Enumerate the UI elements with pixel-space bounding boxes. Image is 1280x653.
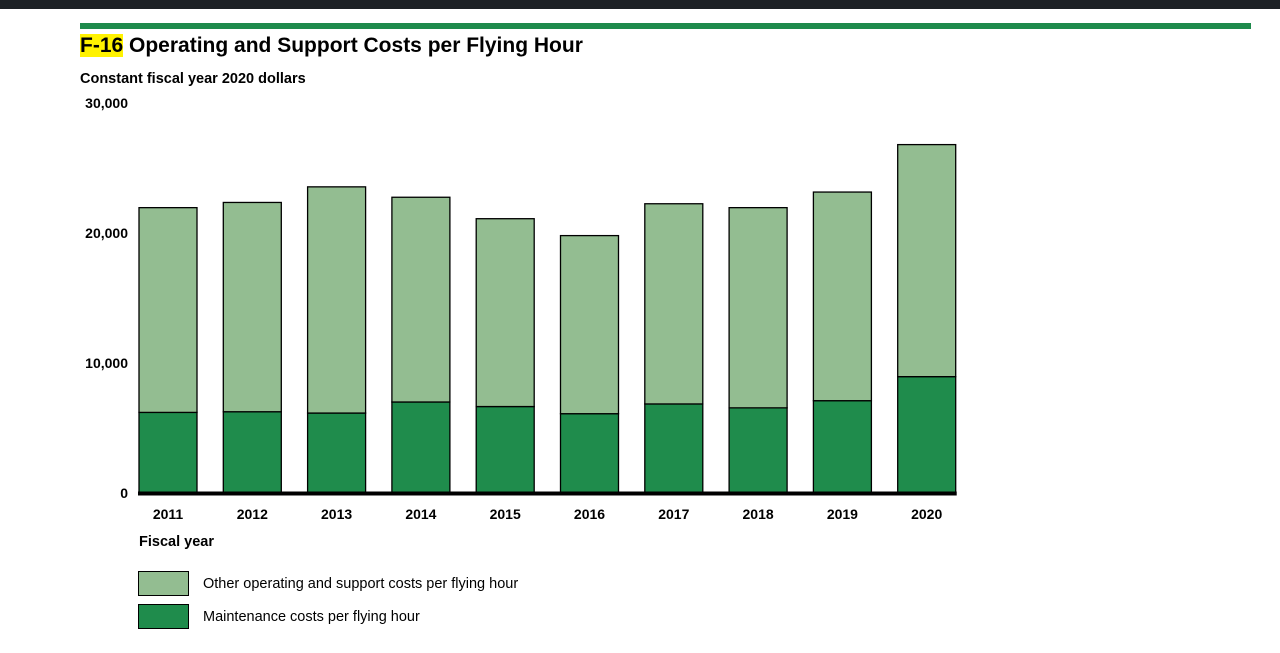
x-tick-label: 2019: [827, 506, 858, 522]
bar-other-2018: [728, 206, 788, 409]
bar-maintenance-2013: [306, 412, 367, 494]
bar-other-2017: [644, 203, 704, 405]
y-tick-label: 20,000: [85, 225, 128, 241]
x-tick-label: 2016: [574, 506, 605, 522]
chart-title: F-16 Operating and Support Costs per Fly…: [80, 34, 583, 58]
y-axis: 0 10,000 20,000 30,000: [85, 95, 128, 501]
x-tick-label: 2017: [658, 506, 689, 522]
bars-group: [138, 143, 957, 494]
legend-label-maintenance: Maintenance costs per flying hour: [203, 608, 420, 625]
x-axis-label: Fiscal year: [139, 534, 214, 550]
bar-maintenance-2017: [644, 403, 704, 494]
title-text: Operating and Support Costs per Flying H…: [123, 34, 583, 57]
bar-maintenance-2012: [222, 411, 282, 494]
bar-maintenance-2016: [559, 413, 620, 494]
bar-maintenance-2020: [897, 375, 957, 494]
x-axis: 2011 2012 2013 2014 2015 2016 2017 2018 2019 2020: [153, 506, 943, 522]
legend-swatch-other: [138, 571, 189, 596]
bar-other-2011: [138, 206, 198, 414]
bar-maintenance-2018: [728, 407, 788, 494]
legend-item-other: Other operating and support costs per fl…: [138, 571, 518, 596]
x-tick-label: 2018: [743, 506, 774, 522]
bar-other-2015: [475, 218, 535, 408]
y-tick-label: 30,000: [85, 95, 128, 111]
x-tick-label: 2020: [911, 506, 942, 522]
x-tick-label: 2014: [405, 506, 436, 522]
bar-maintenance-2014: [391, 401, 451, 494]
bar-other-2019: [812, 191, 873, 402]
legend-swatch-maintenance: [138, 604, 189, 629]
x-tick-label: 2012: [237, 506, 268, 522]
bar-maintenance-2011: [138, 411, 198, 494]
legend-label-other: Other operating and support costs per fl…: [203, 575, 519, 592]
x-tick-label: 2011: [153, 506, 184, 522]
chart-subtitle: Constant fiscal year 2020 dollars: [80, 71, 306, 87]
window-top-bar: [0, 0, 1280, 9]
bar-other-2012: [222, 201, 282, 413]
bar-other-2020: [897, 143, 957, 378]
bar-maintenance-2019: [812, 400, 873, 494]
bar-other-2016: [559, 234, 620, 415]
bar-other-2014: [391, 196, 451, 403]
bar-maintenance-2015: [475, 405, 535, 494]
title-highlight: F-16: [80, 34, 124, 57]
y-tick-label: 10,000: [85, 355, 128, 371]
x-tick-label: 2015: [490, 506, 521, 522]
y-tick-label: 0: [120, 485, 128, 501]
legend-item-maintenance: Maintenance costs per flying hour: [138, 604, 420, 629]
bar-other-2013: [306, 186, 367, 414]
x-tick-label: 2013: [321, 506, 352, 522]
header-accent-rule: [80, 23, 1251, 29]
